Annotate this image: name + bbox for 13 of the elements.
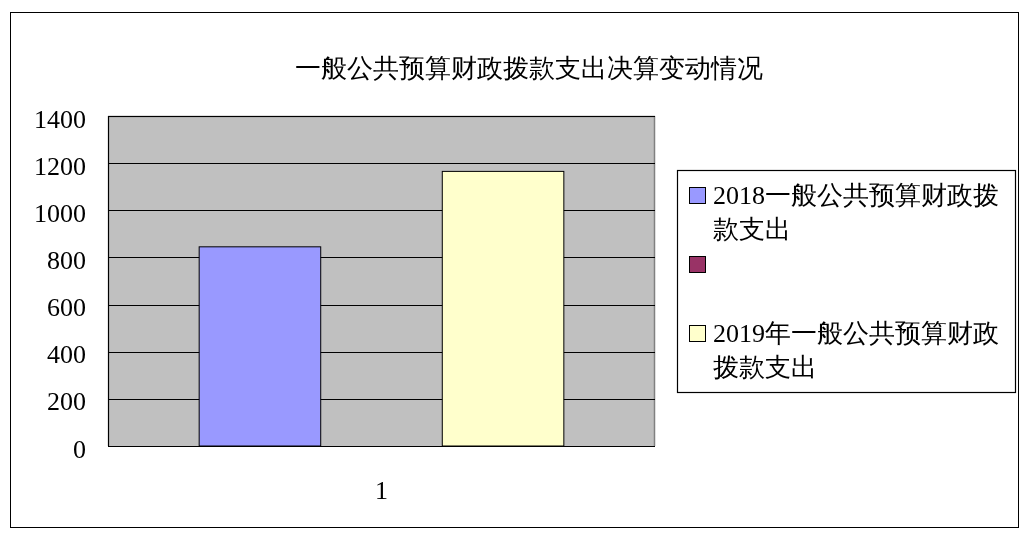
- y-tick-label: 1400: [34, 104, 86, 134]
- y-tick-label: 1000: [34, 198, 86, 228]
- legend-label: 2018一般公共预算财政拨款支出: [713, 180, 999, 244]
- y-tick-label: 800: [47, 245, 86, 275]
- y-tick-label: 400: [47, 340, 86, 370]
- y-tick-label: 1200: [34, 151, 86, 181]
- chart-title: 一般公共预算财政拨款支出决算变动情况: [295, 53, 763, 83]
- legend: 2018一般公共预算财政拨款支出 2019年一般公共预算财政拨款支出: [676, 169, 1017, 394]
- y-tick-label: 200: [47, 387, 86, 417]
- y-tick-label: 600: [47, 293, 86, 323]
- y-tick-label: 0: [73, 434, 86, 464]
- legend-label: 2019年一般公共预算财政拨款支出: [713, 318, 999, 382]
- x-tick-label: 1: [375, 475, 388, 505]
